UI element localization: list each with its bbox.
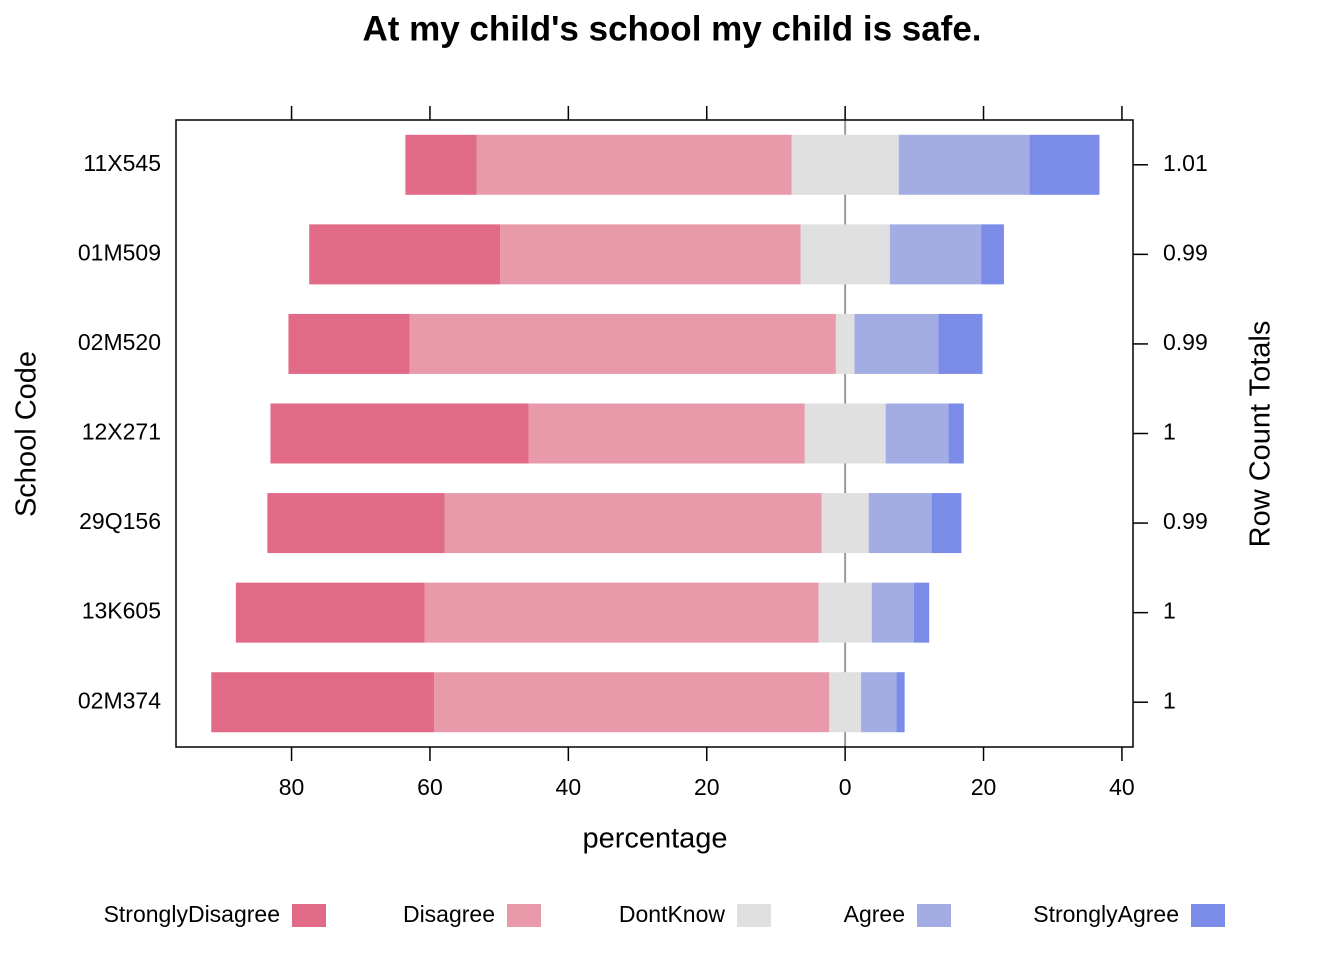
bar-segment: [424, 582, 819, 643]
chart-title: At my child's school my child is safe.: [362, 9, 981, 48]
y-tick-label: 12X271: [82, 419, 161, 445]
bar-segment: [896, 672, 905, 733]
legend-swatch: [292, 904, 326, 927]
bar-segment: [835, 313, 855, 374]
legend-swatch: [1191, 904, 1225, 927]
x-tick-label: 20: [694, 774, 720, 800]
bar-segment: [868, 493, 932, 554]
y2-tick-label: 0.99: [1163, 239, 1208, 265]
legend-swatch: [507, 904, 541, 927]
legend-label: DontKnow: [619, 901, 726, 927]
x-tick-label: 40: [556, 774, 582, 800]
y2-tick-label: 0.99: [1163, 329, 1208, 355]
bar-segment: [931, 493, 962, 554]
y-tick-label: 02M520: [78, 329, 161, 355]
y2-tick-label: 1: [1163, 687, 1176, 713]
bar-segment: [500, 224, 801, 285]
y2-tick-label: 1.01: [1163, 150, 1208, 176]
bar-segment: [854, 313, 939, 374]
x-tick-label: 60: [417, 774, 443, 800]
bar-segment: [871, 582, 914, 643]
bar-segment: [800, 224, 890, 285]
legend-swatch: [917, 904, 951, 927]
bar-segment: [476, 134, 792, 195]
bar-segment: [434, 672, 830, 733]
bar-segment: [913, 582, 930, 643]
plot-frame: [175, 119, 1134, 748]
bar-segment: [821, 493, 869, 554]
legend-label: Agree: [844, 901, 905, 927]
x-tick-label: 80: [279, 774, 305, 800]
bar-segment: [235, 582, 425, 643]
bar-segment: [818, 582, 872, 643]
x-axis-label: percentage: [582, 823, 727, 855]
y-tick-label: 13K605: [82, 598, 161, 624]
bar-segment: [889, 224, 982, 285]
bar-segment: [861, 672, 897, 733]
bar-segment: [270, 403, 529, 464]
bar-segment: [309, 224, 501, 285]
legend-label: StronglyAgree: [1033, 901, 1179, 927]
bar-segment: [1029, 134, 1100, 195]
y2-tick-label: 0.99: [1163, 508, 1208, 534]
bar-segment: [405, 134, 477, 195]
y2-tick-label: 1: [1163, 598, 1176, 624]
bar-segment: [211, 672, 435, 733]
bar-segment: [444, 493, 822, 554]
y2-tick-label: 1: [1163, 419, 1176, 445]
bar-segment: [981, 224, 1004, 285]
bar-segment: [409, 313, 836, 374]
y-axis-label: School Code: [11, 351, 43, 517]
y-tick-label: 11X545: [83, 150, 161, 176]
x-tick-label: 20: [971, 774, 997, 800]
y-tick-label: 01M509: [78, 239, 161, 265]
bar-segment: [885, 403, 949, 464]
legend-swatch: [737, 904, 771, 927]
bar-segment: [528, 403, 805, 464]
y-tick-label: 29Q156: [79, 508, 161, 534]
y-tick-label: 02M374: [78, 687, 161, 713]
x-tick-label: 0: [839, 774, 852, 800]
y2-axis-label: Row Count Totals: [1245, 321, 1277, 548]
bar-segment: [804, 403, 886, 464]
bar-segment: [288, 313, 410, 374]
bar-segment: [898, 134, 1030, 195]
legend-label: StronglyDisagree: [104, 901, 280, 927]
bar-segment: [948, 403, 964, 464]
bar-segment: [791, 134, 899, 195]
bar-segment: [938, 313, 983, 374]
legend-label: Disagree: [403, 901, 495, 927]
bar-segment: [829, 672, 862, 733]
bar-segment: [267, 493, 445, 554]
x-tick-label: 40: [1109, 774, 1135, 800]
